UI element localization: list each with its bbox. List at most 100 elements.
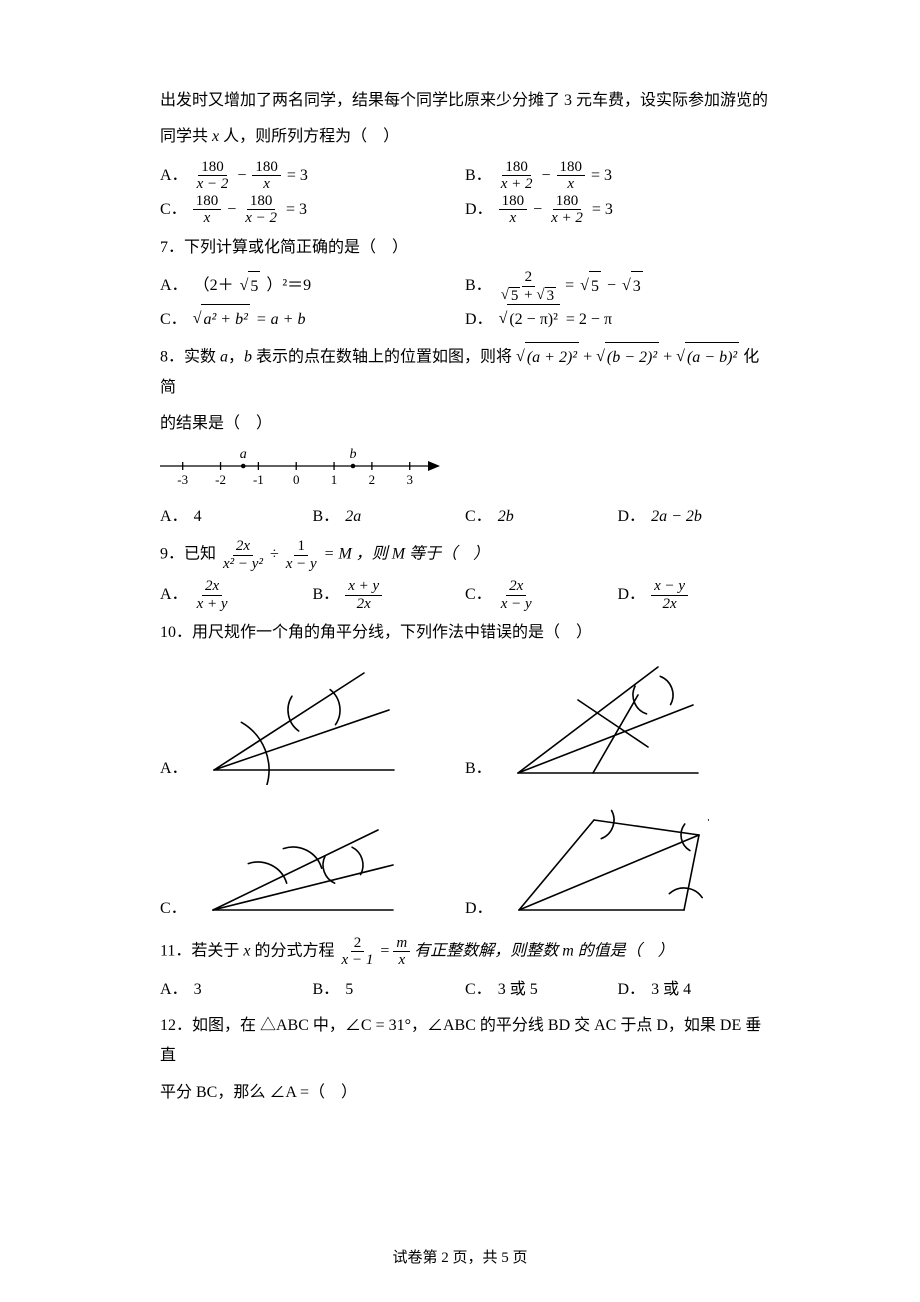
svg-text:-2: -2 <box>215 472 226 487</box>
q8-plus1: + <box>583 348 596 365</box>
q10-option-d: D． <box>465 795 770 925</box>
q11-lfrac: 2x − 1 <box>339 935 377 969</box>
q9-stem: 9．已知 2xx² − y² ÷ 1x − y = M ，则 M 等于（ ） <box>160 538 770 572</box>
svg-text:3: 3 <box>406 472 413 487</box>
q6-b-frac2: 180x <box>557 159 586 193</box>
q10-option-a: A． <box>160 655 465 785</box>
q7-option-c: C． √a² + b² = a + b <box>160 304 465 335</box>
q10-c-label: C． <box>160 894 187 924</box>
q6-options-row1: A． 180x − 2 − 180x = 3 B． 180x + 2 − 180… <box>160 159 770 193</box>
q7-stem: 7．下列计算或化简正确的是（ ） <box>160 233 770 263</box>
q7-b-label: B． <box>465 271 492 301</box>
q12-line2: 平分 BC，那么 ∠A =（ ） <box>160 1078 770 1108</box>
q6-b-rhs: = 3 <box>591 161 612 191</box>
q10-row2: C． D． <box>160 795 770 925</box>
q11-option-d: D．3 或 4 <box>618 975 771 1005</box>
q9-option-d: D．x − y2x <box>618 578 771 612</box>
q6-c-frac2: 180x − 2 <box>242 193 280 227</box>
q8-number-line: -3-2-10123ab <box>160 446 770 496</box>
q9-eq: = M ，则 M 等于（ ） <box>324 546 489 563</box>
q7-d-rhs: = 2 − π <box>566 305 612 335</box>
q10-figure-a <box>194 655 404 785</box>
q8-mid: 表示的点在数轴上的位置如图，则将 <box>252 348 516 365</box>
q7-b-rhs-s2: √3 <box>622 271 643 302</box>
q6-option-b: B． 180x + 2 − 180x = 3 <box>465 159 770 193</box>
q9-lfrac: 2xx² − y² <box>220 538 266 572</box>
q6-a-rhs: = 3 <box>287 161 308 191</box>
q10-row1: A． B． <box>160 655 770 785</box>
q7-d-sqrt: √(2 − π)² <box>499 304 560 335</box>
q7-options-row2: C． √a² + b² = a + b D． √(2 − π)² = 2 − π <box>160 304 770 335</box>
q10-figure-d <box>499 795 709 925</box>
svg-text:0: 0 <box>293 472 300 487</box>
q10-figure-c <box>193 795 403 925</box>
q7-a-sqrt: √5 <box>240 271 261 302</box>
q6-d-frac2: 180x + 2 <box>548 193 586 227</box>
q9-rfrac: 1x − y <box>283 538 320 572</box>
page-footer: 试卷第 2 页，共 5 页 <box>0 1244 920 1273</box>
svg-text:a: a <box>240 447 247 462</box>
q7-option-d: D． √(2 − π)² = 2 − π <box>465 304 770 335</box>
q8-t2: √(b − 2)² <box>596 342 659 373</box>
q6-c-rhs: = 3 <box>286 195 307 225</box>
q10-option-b: B． <box>465 655 770 785</box>
q10-stem: 10．用尺规作一个角的角平分线，下列作法中错误的是（ ） <box>160 618 770 648</box>
q6-stem-line2-prefix: 同学共 <box>160 128 212 145</box>
q12-line1: 12．如图，在 △ABC 中，∠C = 31°，∠ABC 的平分线 BD 交 A… <box>160 1011 770 1072</box>
q7-c-label: C． <box>160 305 187 335</box>
q8-stem-line2: 的结果是（ ） <box>160 409 770 439</box>
q9-options: A．2xx + y B．x + y2x C．2xx − y D．x − y2x <box>160 578 770 612</box>
q7-options-row1: A． （2＋ √5 ）²＝9 B． 2 √5 + √3 = √5 − √3 <box>160 269 770 304</box>
q9-option-b: B．x + y2x <box>313 578 466 612</box>
q11-rfrac: mx <box>393 935 410 969</box>
q8-option-b: B．2a <box>313 502 466 532</box>
q6-option-c: C． 180x − 180x − 2 = 3 <box>160 193 465 227</box>
q6-stem-line1: 出发时又增加了两名同学，结果每个同学比原来少分摊了 3 元车费，设实际参加游览的 <box>160 86 770 116</box>
q6-a-frac1: 180x − 2 <box>194 159 232 193</box>
q7-c-sqrt: √a² + b² <box>193 304 250 335</box>
svg-text:-1: -1 <box>253 472 264 487</box>
q8-a: a <box>220 348 228 365</box>
svg-text:2: 2 <box>369 472 376 487</box>
minus-sign: − <box>237 161 246 191</box>
q8-option-c: C．2b <box>465 502 618 532</box>
q10-option-c: C． <box>160 795 465 925</box>
q6-option-a: A． 180x − 2 − 180x = 3 <box>160 159 465 193</box>
q6-stem-line2: 同学共 x 人，则所列方程为（ ） <box>160 122 770 152</box>
q8-options: A．4 B．2a C．2b D．2a − 2b <box>160 502 770 532</box>
q6-stem-line2-suffix: 人，则所列方程为（ ） <box>219 128 399 145</box>
svg-text:1: 1 <box>331 472 338 487</box>
q11-option-a: A．3 <box>160 975 313 1005</box>
q10-b-label: B． <box>465 754 492 784</box>
q6-options-row2: C． 180x − 180x − 2 = 3 D． 180x − 180x + … <box>160 193 770 227</box>
q8-option-d: D．2a − 2b <box>618 502 771 532</box>
q10-d-label: D． <box>465 894 493 924</box>
q7-a-label: A． <box>160 271 188 301</box>
q8-plus2: + <box>663 348 676 365</box>
q7-b-eq: = <box>565 271 574 301</box>
q6-a-frac2: 180x <box>252 159 281 193</box>
minus-sign: − <box>607 271 616 301</box>
q6-a-label: A． <box>160 161 188 191</box>
q7-option-a: A． （2＋ √5 ）²＝9 <box>160 269 465 304</box>
q7-a-after: ）²＝9 <box>266 271 311 301</box>
q8-comma: ， <box>228 348 244 365</box>
q6-option-d: D． 180x − 180x + 2 = 3 <box>465 193 770 227</box>
q6-c-label: C． <box>160 195 187 225</box>
q6-b-label: B． <box>465 161 492 191</box>
q7-option-b: B． 2 √5 + √3 = √5 − √3 <box>465 269 770 304</box>
q7-b-frac: 2 √5 + √3 <box>498 269 559 304</box>
q6-d-rhs: = 3 <box>592 195 613 225</box>
q8-option-a: A．4 <box>160 502 313 532</box>
q9-div: ÷ <box>270 546 283 563</box>
q10-a-label: A． <box>160 754 188 784</box>
q6-d-frac1: 180x <box>499 193 528 227</box>
q8-t3: √(a − b)² <box>676 342 739 373</box>
number-line-svg: -3-2-10123ab <box>160 446 440 496</box>
svg-text:b: b <box>349 447 356 462</box>
q6-c-frac1: 180x <box>193 193 222 227</box>
q6-d-label: D． <box>465 195 493 225</box>
q7-c-rhs: = a + b <box>256 305 306 335</box>
minus-sign: − <box>227 195 236 225</box>
minus-sign: − <box>541 161 550 191</box>
